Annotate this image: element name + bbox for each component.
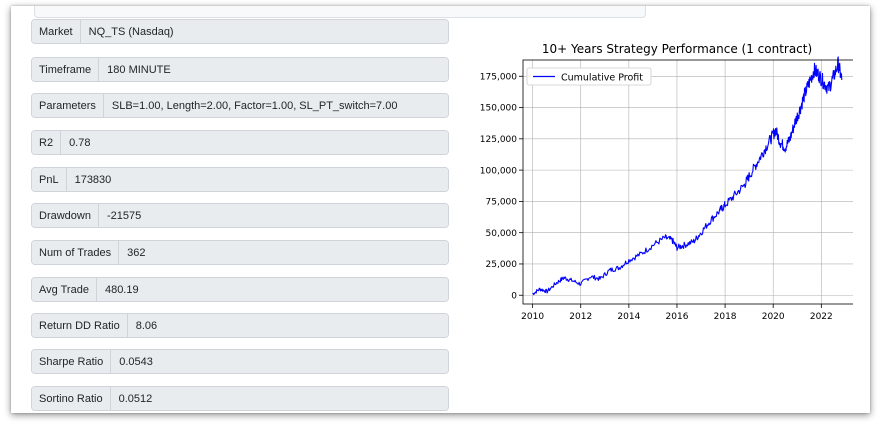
- metric-value[interactable]: 0.78: [61, 131, 448, 154]
- metric-value[interactable]: 180 MINUTE: [99, 58, 448, 81]
- metric-field: Return DD Ratio 8.06: [31, 313, 449, 338]
- metric-field: Drawdown -21575: [31, 203, 449, 228]
- metric-label: Timeframe: [32, 58, 100, 81]
- x-tick-label: 2020: [762, 312, 785, 322]
- metric-label: PnL: [32, 168, 67, 191]
- chart-legend: Cumulative Profit: [526, 67, 652, 86]
- legend-box: [526, 67, 652, 86]
- performance-chart: 10+ Years Strategy Performance (1 contra…: [480, 42, 853, 322]
- x-tick-label: 2014: [617, 312, 640, 322]
- metric-field: R2 0.78: [31, 130, 449, 155]
- cumulative-profit-line: [532, 56, 843, 296]
- metric-label: Sortino Ratio: [32, 387, 111, 410]
- x-tick-label: 2012: [569, 312, 592, 322]
- metric-label: Market: [32, 20, 81, 43]
- y-tick-label: 50,000: [486, 229, 518, 239]
- y-axis: 0 25,000 50,000 75,000 100,000 125,000 150,000…: [480, 72, 523, 301]
- x-tick-label: 2022: [810, 312, 833, 322]
- metric-field: Sharpe Ratio 0.0543: [31, 349, 449, 374]
- y-tick-label: 125,000: [480, 135, 517, 145]
- metric-field: Timeframe 180 MINUTE: [31, 57, 449, 82]
- x-tick-label: 2016: [666, 312, 689, 322]
- chart-title: 10+ Years Strategy Performance (1 contra…: [542, 42, 812, 56]
- metric-value[interactable]: -21575: [98, 204, 448, 227]
- metric-value[interactable]: 0.0512: [110, 387, 448, 410]
- report-panel: Market NQ_TS (Nasdaq) Timeframe 180 MINUTE P…: [11, 6, 870, 413]
- x-axis: 2010 2012 2014 2016 2018 2020 2022: [521, 304, 833, 322]
- metric-label: Num of Trades: [32, 241, 120, 264]
- metric-value[interactable]: NQ_TS (Nasdaq): [80, 20, 448, 43]
- y-tick-label: 100,000: [480, 166, 517, 176]
- metric-value[interactable]: 0.0543: [111, 350, 448, 373]
- metric-label: Avg Trade: [32, 278, 97, 301]
- metric-value[interactable]: SLB=1.00, Length=2.00, Factor=1.00, SL_P…: [103, 94, 448, 117]
- metric-field: Parameters SLB=1.00, Length=2.00, Factor=…: [31, 93, 449, 118]
- metric-label: Drawdown: [32, 204, 99, 227]
- y-tick-label: 175,000: [480, 72, 517, 82]
- metric-label: R2: [32, 131, 62, 154]
- metric-field: PnL 173830: [31, 167, 449, 192]
- y-tick-label: 0: [511, 291, 517, 301]
- metric-value[interactable]: 362: [119, 241, 448, 264]
- metric-field: Num of Trades 362: [31, 240, 449, 265]
- top-scroll-strip: [34, 6, 646, 18]
- metric-value[interactable]: 480.19: [96, 278, 448, 301]
- x-tick-label: 2018: [714, 312, 737, 322]
- metric-value[interactable]: 8.06: [127, 314, 448, 337]
- metric-label: Sharpe Ratio: [32, 350, 112, 373]
- x-tick-label: 2010: [521, 312, 544, 322]
- metric-label: Parameters: [32, 94, 104, 117]
- metric-field: Avg Trade 480.19: [31, 277, 449, 302]
- y-tick-label: 75,000: [486, 198, 518, 208]
- y-tick-label: 25,000: [486, 260, 518, 270]
- plot-border: [522, 59, 853, 305]
- legend-label: Cumulative Profit: [561, 73, 643, 84]
- metric-field: Market NQ_TS (Nasdaq): [31, 19, 449, 44]
- metric-value[interactable]: 173830: [66, 168, 448, 191]
- metric-label: Return DD Ratio: [32, 314, 128, 337]
- y-tick-label: 150,000: [480, 104, 517, 114]
- metric-field: Sortino Ratio 0.0512: [31, 386, 449, 411]
